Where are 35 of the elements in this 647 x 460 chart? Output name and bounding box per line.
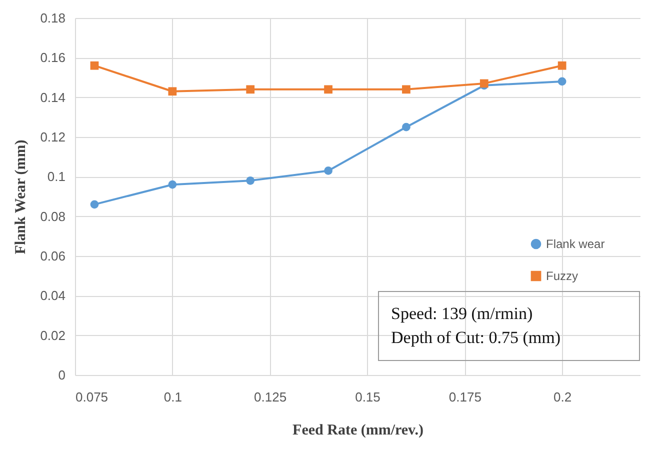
point xyxy=(402,85,410,94)
y-tick-label: 0.02 xyxy=(40,328,66,343)
y-tick-label: 0.06 xyxy=(40,248,66,264)
point xyxy=(246,85,255,94)
x-axis-title: Feed Rate (mm/rev.) xyxy=(292,422,424,438)
point xyxy=(246,176,255,185)
y-tick-label: 0.1 xyxy=(47,169,66,184)
x-tick-label: 0.15 xyxy=(355,390,380,404)
text-box: Speed: 139 (m/rmin) Depth of Cut: 0.75 (mm) xyxy=(378,291,640,361)
x-tick-label: 0.075 xyxy=(76,390,108,404)
x-tick-label: 0.2 xyxy=(554,390,572,404)
y-tick-label: 0 xyxy=(58,368,66,382)
point xyxy=(90,61,99,70)
y-tick-label: 0.14 xyxy=(40,90,66,105)
point xyxy=(402,122,410,132)
y-tick-label: 0.04 xyxy=(40,288,66,304)
legend-label: Fuzzy xyxy=(546,269,578,283)
point xyxy=(324,166,332,175)
point xyxy=(168,87,177,96)
point xyxy=(168,180,177,189)
y-tick-label: 0.08 xyxy=(40,208,66,224)
legend-label: Flank wear xyxy=(546,237,605,251)
y-tick-label: 0.16 xyxy=(40,50,66,66)
point xyxy=(558,61,566,70)
y-tick-label: 0.18 xyxy=(40,10,66,26)
x-tick-label: 0.125 xyxy=(254,390,287,404)
y-tick-label: 0.12 xyxy=(40,130,66,144)
point xyxy=(324,85,332,94)
x-tick-label: 0.1 xyxy=(164,390,182,404)
annotation: Speed: 139 (m/rmin) xyxy=(391,303,534,325)
x-tick-label: 0.175 xyxy=(448,390,482,404)
point xyxy=(90,200,99,209)
point xyxy=(558,77,566,86)
annotation: Depth of Cut: 0.75 (mm) xyxy=(391,327,562,349)
y-axis-title: Flank Wear (mm) xyxy=(13,140,30,254)
